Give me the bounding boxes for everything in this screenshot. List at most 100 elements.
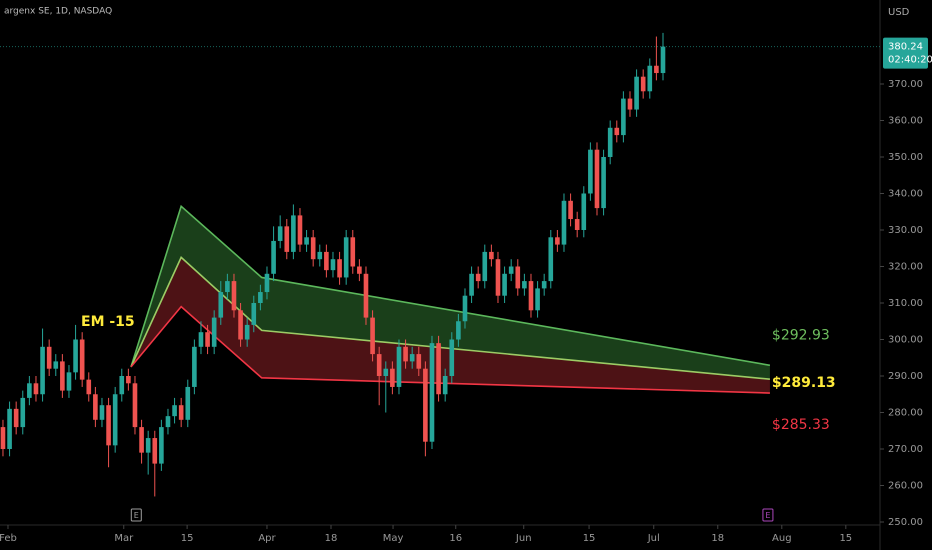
event-marker xyxy=(762,508,774,522)
candle-body xyxy=(390,368,395,387)
candle-body xyxy=(403,346,408,362)
candle-body xyxy=(198,332,204,347)
candle-body xyxy=(502,273,507,296)
candle-body xyxy=(145,438,151,453)
band-label: $292.93 xyxy=(772,327,830,343)
candle-body xyxy=(86,379,92,395)
candle-body xyxy=(508,266,514,274)
x-tick-label: 18 xyxy=(325,533,338,544)
candle-body xyxy=(429,343,435,442)
candle-body xyxy=(357,266,362,274)
x-tick-label: 15 xyxy=(181,533,194,544)
candle-body xyxy=(621,98,626,136)
candle-body xyxy=(548,237,554,282)
candle-body xyxy=(112,394,118,446)
y-tick-label: 320.00 xyxy=(888,261,923,272)
x-tick-label: Feb xyxy=(0,533,17,544)
candle-body xyxy=(324,251,329,271)
candle-body xyxy=(588,149,593,194)
candle-body xyxy=(449,339,455,377)
candle-body xyxy=(0,427,6,450)
candle-body xyxy=(370,317,375,355)
candle-body xyxy=(304,237,309,245)
candle-body xyxy=(159,427,164,464)
candle-body xyxy=(20,397,26,428)
candle-body xyxy=(555,237,560,245)
band-line xyxy=(130,305,770,394)
candle-body xyxy=(13,408,19,428)
candle-body xyxy=(66,372,72,391)
candle-body xyxy=(218,292,224,318)
last-price-label: 380.24 xyxy=(888,42,923,53)
y-tick-label: 350.00 xyxy=(888,152,923,163)
band-fill xyxy=(131,257,770,394)
candle-body xyxy=(258,292,263,303)
candle-body xyxy=(601,156,606,209)
band-label: $289.13 xyxy=(772,375,836,391)
candle-body xyxy=(469,273,474,296)
candle-body xyxy=(627,98,633,110)
candle-body xyxy=(178,405,184,420)
candle-body xyxy=(310,237,316,260)
y-tick-label: 270.00 xyxy=(888,444,923,455)
y-tick-label: 370.00 xyxy=(888,79,923,90)
candle-body xyxy=(93,394,98,420)
candle-body xyxy=(277,226,283,241)
x-tick-label: 15 xyxy=(583,533,596,544)
candle-body xyxy=(231,281,237,311)
candle-body xyxy=(614,127,620,136)
candle-body xyxy=(106,405,111,446)
candle-body xyxy=(350,237,356,267)
annotation: EM -15 xyxy=(81,314,135,330)
candle-body xyxy=(396,346,402,387)
chart-title: argenx SE, 1D, NASDAQ xyxy=(4,7,112,17)
candle-body xyxy=(126,376,131,384)
countdown: 02:40:20 xyxy=(888,55,932,66)
candle-body xyxy=(27,383,32,398)
x-tick-label: 15 xyxy=(839,533,852,544)
band-label: $285.33 xyxy=(772,417,830,433)
candle-body xyxy=(607,127,613,157)
candle-body xyxy=(561,200,567,245)
candle-body xyxy=(211,317,217,347)
candle-body xyxy=(376,354,382,377)
y-tick-label: 310.00 xyxy=(888,298,923,309)
candle-body xyxy=(416,354,422,369)
candle-body xyxy=(53,361,59,369)
candle-body xyxy=(495,259,501,296)
candle-body xyxy=(568,200,573,220)
candle-body xyxy=(574,219,580,230)
candle-body xyxy=(192,346,197,387)
y-tick-label: 360.00 xyxy=(888,115,923,126)
x-tick-label: Jul xyxy=(647,533,660,544)
y-tick-label: 280.00 xyxy=(888,408,923,419)
candle-body xyxy=(535,288,540,311)
candle-body xyxy=(79,339,85,380)
x-tick-label: Mar xyxy=(114,533,134,544)
candle-body xyxy=(73,339,78,373)
candle-body xyxy=(456,321,461,340)
y-tick-label: 260.00 xyxy=(888,481,923,492)
candle-body xyxy=(251,302,257,325)
candle-body xyxy=(475,273,481,282)
candle-body xyxy=(337,259,342,278)
candle-body xyxy=(660,46,666,74)
x-tick-label: 16 xyxy=(449,533,462,544)
event-marker xyxy=(130,508,142,522)
candle-body xyxy=(238,310,243,340)
candle-body xyxy=(383,368,389,377)
candle-body xyxy=(423,368,428,442)
candle-body xyxy=(291,215,296,252)
candle-body xyxy=(343,237,349,278)
candle-body xyxy=(594,149,600,209)
candle-body xyxy=(7,408,12,450)
candle-body xyxy=(46,346,52,369)
candle-body xyxy=(297,215,303,245)
band-line xyxy=(130,204,771,368)
candle-body xyxy=(271,240,276,274)
candle-body xyxy=(205,332,210,347)
candle-body xyxy=(165,416,171,428)
candle-body xyxy=(40,346,45,395)
candle-body xyxy=(515,266,521,289)
